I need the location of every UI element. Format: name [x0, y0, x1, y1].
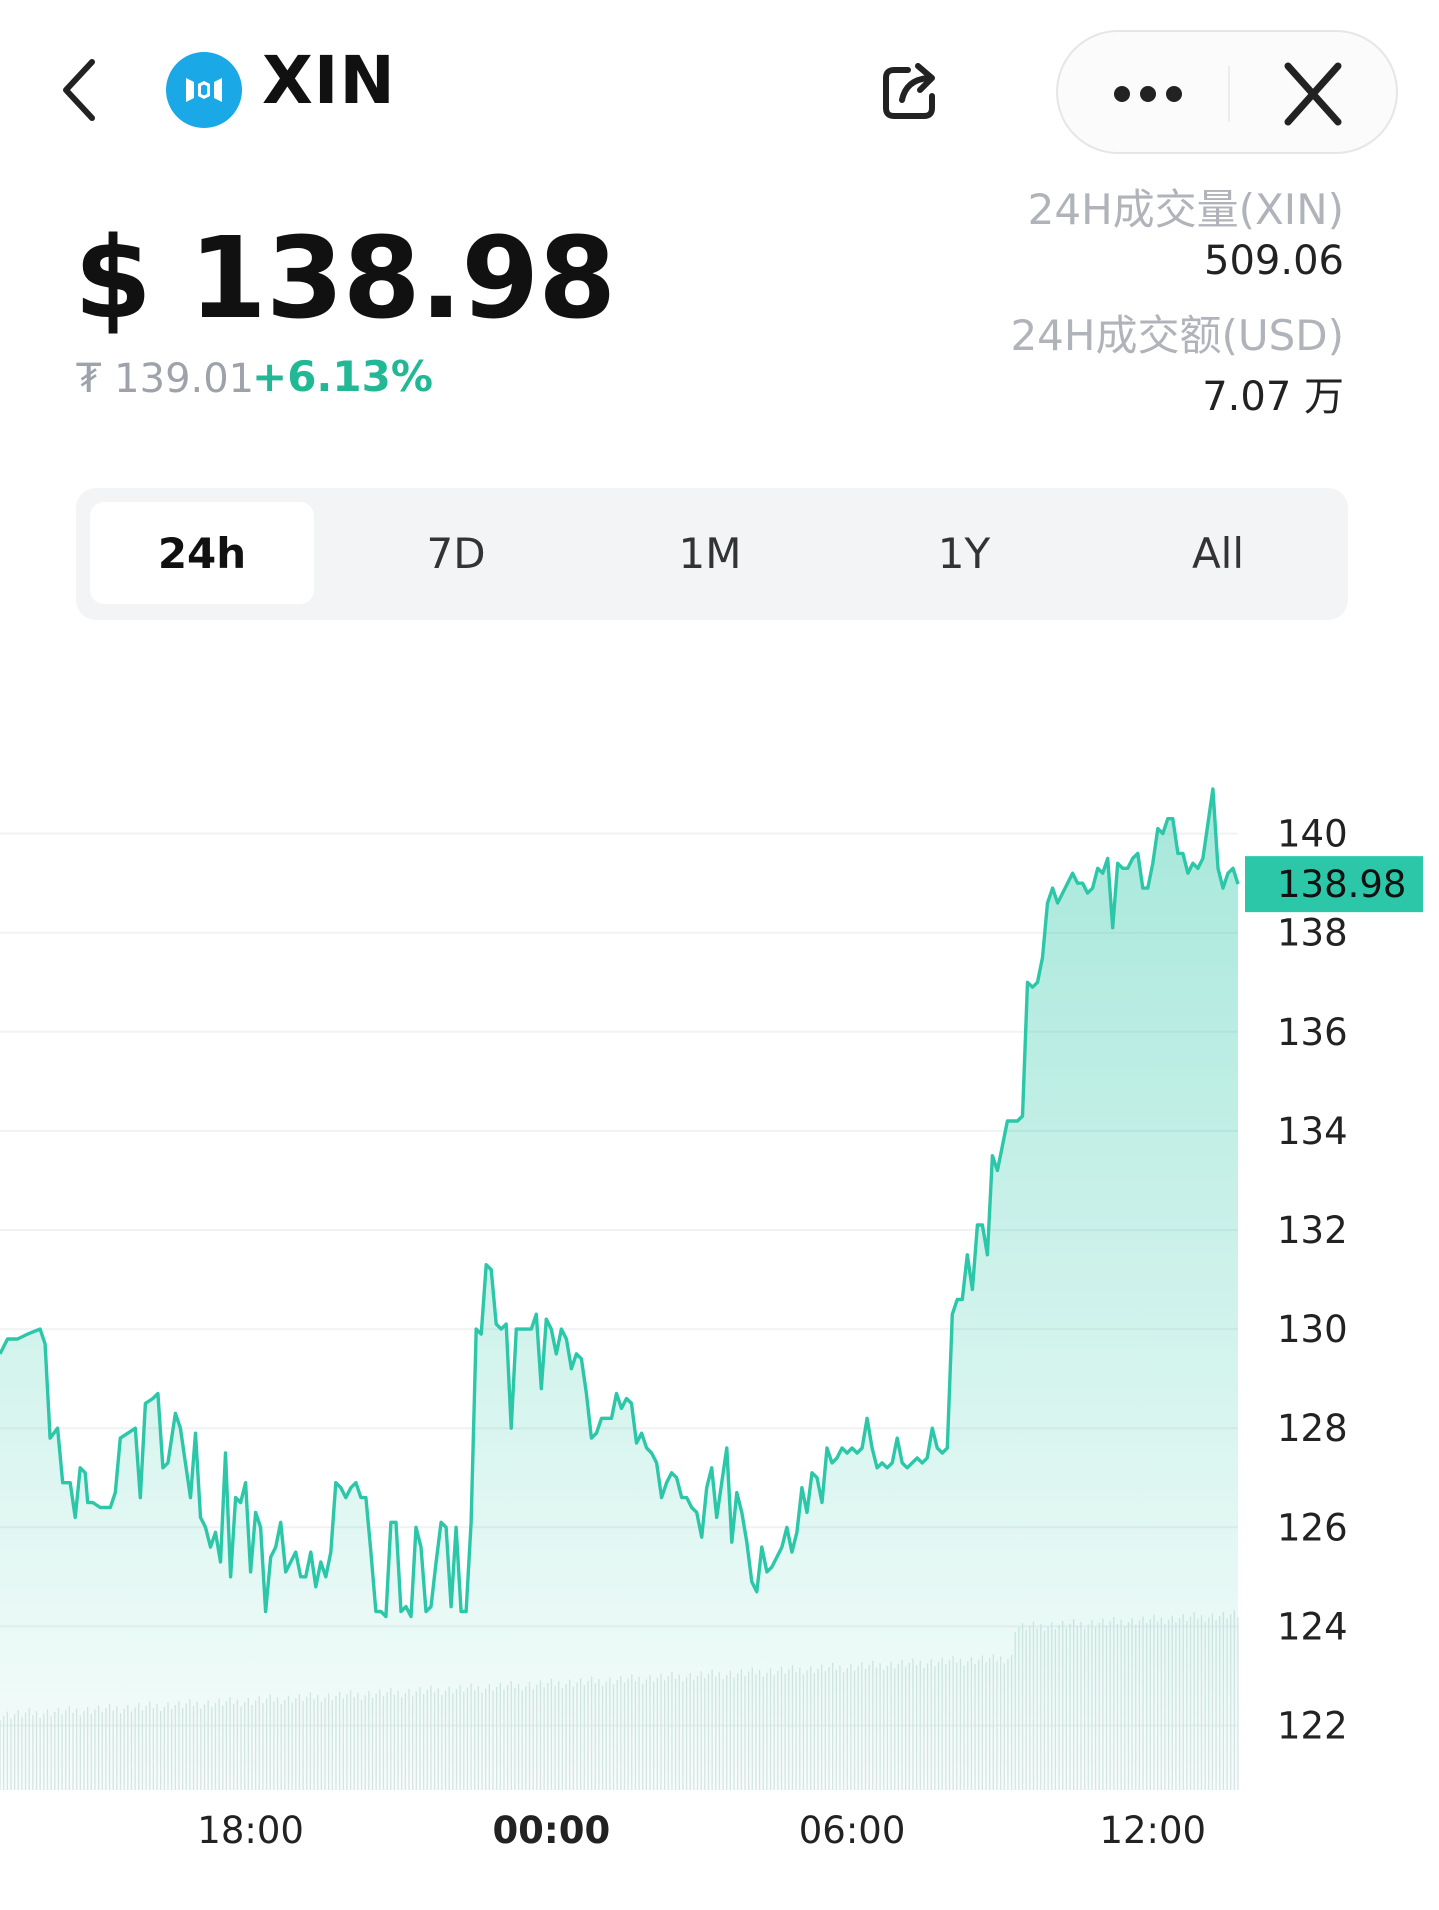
current-price-tag-bg: [1245, 856, 1423, 913]
mini-program-capsule: [1056, 30, 1398, 154]
volume-label: 24H成交量(XIN): [1027, 185, 1344, 234]
tab-all[interactable]: All: [1191, 528, 1245, 578]
close-icon: [1284, 62, 1342, 126]
y-tick-label: 136: [1277, 1011, 1348, 1054]
tab-7d[interactable]: 7D: [426, 528, 486, 578]
price-line: [0, 787, 1240, 1619]
price-change-percent: +6.13%: [252, 352, 433, 401]
price-chart[interactable]: 140 138 136 134 132 130 128 126 124 122 18:00 00:0…: [0, 680, 1439, 1910]
amount-value: 7.07 万: [1202, 374, 1344, 420]
share-icon: [883, 63, 935, 119]
y-tick-label: 132: [1277, 1209, 1348, 1252]
more-button[interactable]: [1098, 54, 1198, 134]
y-tick-label: 130: [1277, 1308, 1348, 1351]
current-price-tag-label: 138.98: [1277, 863, 1406, 906]
x-tick-label: 18:00: [197, 1809, 304, 1852]
y-tick-label: 126: [1277, 1506, 1348, 1549]
y-tick-label: 138: [1277, 912, 1348, 955]
price-area: [0, 789, 1238, 1790]
coin-logo: [166, 52, 242, 128]
tab-1y[interactable]: 1Y: [937, 528, 991, 578]
usdt-price: ₮ 139.01: [76, 356, 255, 402]
mixin-logo-icon: [186, 78, 222, 102]
coin-symbol: XIN: [262, 42, 396, 119]
volume-value: 509.06: [1204, 238, 1344, 284]
y-tick-label: 122: [1277, 1704, 1348, 1747]
tab-24h[interactable]: 24h: [90, 502, 314, 604]
current-price: $ 138.98: [74, 214, 616, 344]
more-dots-icon: [1114, 86, 1182, 102]
y-tick-label: 134: [1277, 1110, 1348, 1153]
y-tick-label: 124: [1277, 1605, 1348, 1648]
time-range-selector: 24h 7D 1M 1Y All: [76, 488, 1348, 620]
y-axis-ticks: 140 138 136 134 132 130 128 126 124 122: [1277, 813, 1348, 1748]
x-tick-label: 00:00: [492, 1809, 610, 1852]
x-tick-label: 06:00: [799, 1809, 906, 1852]
current-price-tag: 138.98: [1245, 856, 1423, 913]
tab-1m[interactable]: 1M: [678, 528, 742, 578]
x-axis-ticks: 18:00 00:00 06:00 12:00: [197, 1809, 1206, 1852]
back-arrow-icon: [63, 59, 95, 121]
share-button[interactable]: [878, 56, 948, 122]
close-button[interactable]: [1268, 54, 1358, 134]
capsule-divider: [1228, 66, 1230, 122]
y-tick-label: 140: [1277, 813, 1348, 856]
x-tick-label: 12:00: [1099, 1809, 1206, 1852]
back-button[interactable]: [52, 52, 112, 128]
amount-label: 24H成交额(USD): [1010, 311, 1344, 360]
y-tick-label: 128: [1277, 1407, 1348, 1450]
